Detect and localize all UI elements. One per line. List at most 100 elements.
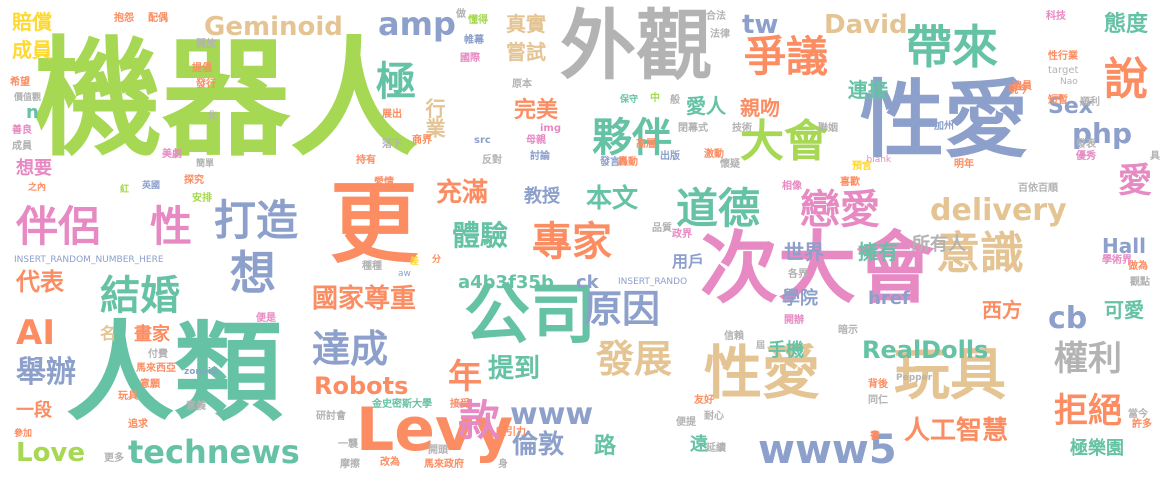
word: 般	[670, 95, 680, 106]
word: a4b3f35b	[458, 272, 554, 293]
word: 用戶	[672, 252, 705, 271]
word: 喜歡	[840, 177, 860, 188]
word: 開頭	[428, 445, 448, 456]
word: 性	[150, 202, 193, 251]
word: 嘗試	[506, 40, 546, 64]
word: 達成	[312, 327, 389, 371]
word: 國家尊重	[312, 284, 417, 314]
word: 當今	[1128, 409, 1148, 420]
word: 人工智慧	[904, 416, 1009, 446]
word: 之內	[28, 183, 47, 193]
word: 愛人	[686, 94, 726, 118]
word: 意義	[186, 401, 206, 412]
word: ck	[576, 272, 599, 293]
word: 遠	[690, 434, 708, 455]
word: 技術	[732, 123, 752, 134]
word: 性行業	[1048, 51, 1078, 62]
word: 保守	[620, 95, 639, 105]
word: 預言	[852, 161, 872, 172]
word: 戀愛	[800, 187, 880, 233]
word: src	[474, 135, 491, 146]
word: 種種	[362, 261, 382, 272]
word: 抱怨	[114, 13, 134, 24]
word: 所有人	[912, 234, 966, 255]
word: 高層	[636, 139, 656, 150]
word: 公司	[464, 276, 596, 353]
word: Geminoid	[204, 12, 343, 42]
word: 馬來西亞	[136, 363, 176, 374]
word: 各界	[788, 269, 808, 280]
word: 手機	[768, 340, 804, 361]
word: 外觀	[560, 1, 712, 90]
word: 出版	[660, 151, 680, 162]
word: Levy	[356, 395, 514, 465]
word: 善良	[12, 125, 32, 136]
word: 一段	[16, 400, 52, 421]
word: href	[868, 288, 910, 309]
word: 懷疑	[720, 159, 740, 170]
word: 反對	[482, 155, 502, 166]
word: 屆	[756, 341, 766, 351]
word: www	[510, 397, 594, 432]
word: 法律	[710, 29, 730, 40]
word: 一襲	[338, 439, 358, 450]
word: 書	[870, 431, 880, 442]
word: 提倡	[192, 63, 212, 74]
word: 紅	[120, 185, 130, 195]
word: delivery	[930, 193, 1067, 228]
word: 耐心	[704, 411, 724, 422]
word: 付費	[148, 349, 168, 360]
word: 想要	[16, 158, 52, 179]
word: 摩擦	[340, 459, 360, 470]
word: 原因	[584, 287, 661, 331]
word: 希望	[10, 77, 30, 88]
word: 學術界	[1102, 255, 1132, 266]
word: 同仁	[868, 395, 888, 406]
word: 做	[456, 9, 466, 20]
word: aw	[398, 269, 411, 279]
word: Pepper	[896, 373, 933, 383]
word: 加州	[934, 121, 954, 132]
word: David	[824, 10, 908, 40]
word: 舉辦	[16, 355, 76, 390]
word: 極樂園	[1070, 438, 1124, 459]
word: 連接	[848, 78, 888, 102]
word: 美劇	[162, 149, 182, 160]
word: 國際	[460, 53, 480, 64]
word: 參加	[14, 429, 33, 439]
word: 路	[594, 434, 617, 459]
word: 愛	[1118, 161, 1152, 201]
word: Nao	[1060, 77, 1078, 87]
word: 提到	[488, 354, 541, 384]
word: 更	[330, 172, 419, 275]
word: 擁有	[858, 240, 898, 264]
word: RealDolls	[862, 336, 989, 364]
word: 學院	[782, 288, 818, 309]
word: INSERT_RANDO	[618, 277, 688, 287]
word: 改為	[380, 457, 400, 468]
word: 身	[498, 459, 508, 470]
word: 發言	[600, 157, 620, 168]
word: 真實	[506, 12, 546, 36]
word: 發行	[196, 79, 216, 90]
word: 可愛	[1104, 298, 1144, 322]
word: 配偶	[148, 13, 168, 24]
word: php	[1072, 117, 1133, 150]
word: 暗示	[838, 325, 858, 336]
word: 價值觀	[14, 93, 42, 103]
word: 意識	[936, 228, 1024, 279]
word: 體驗	[452, 219, 509, 252]
word: 觀點	[1130, 277, 1150, 288]
word: _blank	[862, 155, 892, 165]
word: 發展	[596, 337, 673, 381]
word: 道德	[676, 184, 761, 233]
word: 代表	[16, 268, 64, 296]
word: 親吻	[740, 96, 780, 120]
word: 現今	[1008, 85, 1028, 96]
word: 研討會	[316, 411, 346, 422]
word: 中	[650, 93, 660, 104]
word: 追求	[128, 419, 148, 430]
word: 母親	[526, 135, 546, 146]
word: 激動	[704, 149, 724, 160]
